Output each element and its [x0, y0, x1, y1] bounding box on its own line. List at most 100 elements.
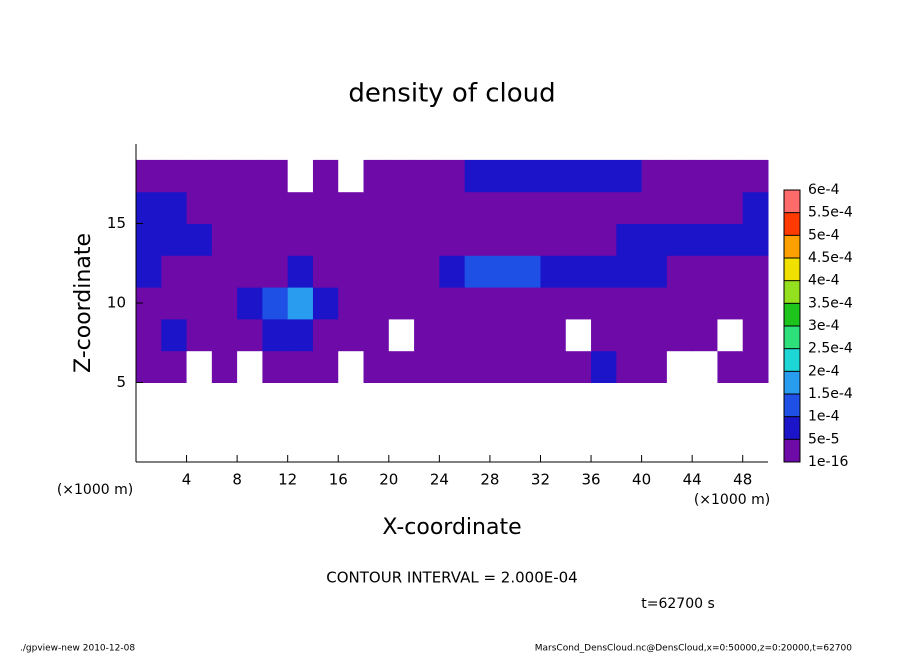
contour-cell — [287, 223, 314, 256]
contour-cell — [464, 159, 491, 193]
contour-cell — [186, 255, 213, 288]
colorbar-label: 5.5e-4 — [808, 205, 853, 221]
contour-cell — [211, 159, 238, 193]
colorbar-label: 4.5e-4 — [808, 250, 853, 266]
contour-cell — [641, 318, 668, 352]
contour-cell — [262, 287, 289, 320]
contour-cell — [464, 287, 491, 320]
contour-cell — [161, 255, 188, 288]
contour-cell — [186, 191, 213, 224]
x-axis-label: X-coordinate — [382, 515, 521, 540]
contour-cell — [489, 159, 516, 193]
contour-cell — [439, 287, 466, 320]
contour-cell — [312, 191, 339, 224]
contour-cell — [287, 318, 314, 352]
contour-cell — [363, 159, 390, 193]
colorbar-label: 5e-5 — [808, 431, 839, 447]
contour-cell — [211, 350, 238, 383]
colorbar-label: 3e-4 — [808, 318, 840, 334]
contour-cell — [641, 159, 668, 193]
contour-cell — [388, 255, 415, 288]
contour-cell — [717, 318, 744, 352]
time-label: t=62700 s — [641, 596, 715, 612]
contour-cell — [591, 255, 617, 288]
contour-cell — [565, 223, 592, 256]
x-tick-label: 8 — [232, 471, 242, 489]
contour-cell — [692, 223, 718, 256]
contour-cell — [641, 255, 668, 288]
colorbar-label: 1.5e-4 — [808, 386, 853, 402]
contour-cell — [363, 350, 390, 383]
contour-cell — [515, 287, 541, 320]
contour-cell — [414, 223, 440, 256]
contour-cell — [692, 191, 718, 224]
contour-cell — [388, 287, 415, 320]
contour-cell — [388, 223, 415, 256]
contour-cell — [287, 287, 314, 320]
colorbar-swatch — [784, 326, 800, 349]
contour-cell — [666, 350, 693, 383]
x-tick-label: 28 — [480, 471, 499, 489]
footer-left: ./gpview-new 2010-12-08 — [20, 644, 135, 654]
x-tick-label: 32 — [531, 471, 550, 489]
contour-cell — [666, 223, 693, 256]
contour-cell — [287, 159, 314, 193]
contour-cell — [616, 159, 643, 193]
contour-cell — [464, 255, 491, 288]
contour-cell — [338, 191, 365, 224]
colorbar-swatch — [784, 212, 800, 236]
contour-cell — [439, 350, 466, 383]
colorbar-swatch — [784, 303, 800, 326]
colorbar-swatch — [784, 235, 800, 258]
contour-cell — [237, 318, 263, 352]
contour-cell — [136, 318, 162, 352]
contour-cell — [237, 255, 263, 288]
contour-cell — [338, 159, 365, 193]
contour-cell — [591, 318, 617, 352]
contour-cell — [312, 223, 339, 256]
contour-cell — [742, 159, 769, 193]
contour-cell — [186, 159, 213, 193]
contour-cell — [591, 159, 617, 193]
contour-cell — [540, 318, 567, 352]
contour-cell — [565, 255, 592, 288]
contour-cell — [742, 350, 769, 383]
contour-cell — [161, 318, 188, 352]
contour-cell — [565, 191, 592, 224]
contour-cell — [211, 318, 238, 352]
contour-cell — [616, 287, 643, 320]
contour-cell — [464, 223, 491, 256]
contour-cell — [692, 255, 718, 288]
contour-cell — [591, 287, 617, 320]
contour-cell — [717, 255, 744, 288]
contour-cell — [540, 255, 567, 288]
contour-cell — [616, 223, 643, 256]
contour-cell — [414, 287, 440, 320]
colorbar-swatch — [784, 416, 800, 440]
contour-cell — [489, 223, 516, 256]
contour-cell — [136, 255, 162, 288]
contour-cell — [742, 223, 769, 256]
contour-cell — [388, 318, 415, 352]
colorbar-label: 6e-4 — [808, 182, 840, 198]
contour-cell — [489, 191, 516, 224]
contour-cell — [717, 191, 744, 224]
contour-cell — [515, 350, 541, 383]
contour-cell — [666, 287, 693, 320]
x-tick-label: 44 — [683, 471, 702, 489]
contour-cell — [692, 287, 718, 320]
contour-cell — [237, 159, 263, 193]
colorbar-swatch — [784, 258, 800, 281]
contour-cell — [237, 191, 263, 224]
x-tick-label: 12 — [278, 471, 297, 489]
contour-cell — [262, 318, 289, 352]
colorbar-swatch — [784, 439, 800, 462]
contour-cell — [692, 318, 718, 352]
contour-cell — [414, 318, 440, 352]
contour-cell — [515, 159, 541, 193]
contour-cell — [186, 223, 213, 256]
contour-cell — [312, 318, 339, 352]
contour-cell — [439, 223, 466, 256]
